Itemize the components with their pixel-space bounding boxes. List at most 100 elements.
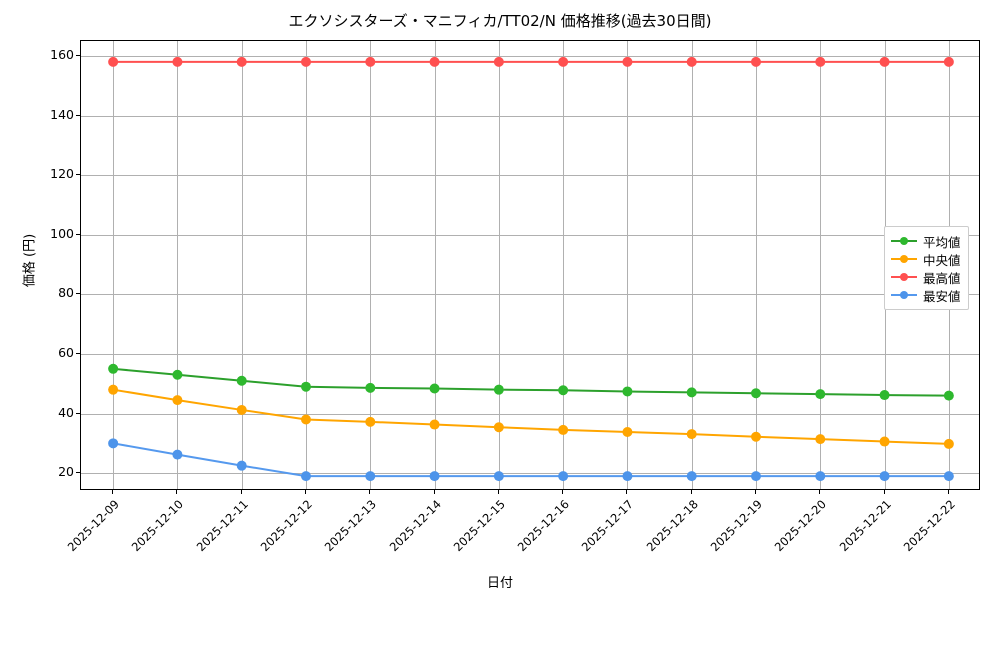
y-tick-label: 20	[58, 464, 74, 480]
data-point-marker	[751, 56, 761, 67]
data-point-marker	[558, 424, 569, 435]
y-tick-mark	[76, 472, 80, 474]
data-point-marker	[301, 56, 311, 67]
chart-figure: エクソシスターズ・マニフィカ/TT02/N 価格推移(過去30日間) 価格 (円…	[23, 12, 980, 591]
x-tick-mark	[176, 490, 178, 494]
data-point-marker	[365, 382, 376, 393]
data-point-marker	[429, 56, 440, 67]
y-tick-mark	[76, 412, 80, 414]
data-point-marker	[493, 471, 504, 482]
data-point-marker	[301, 381, 311, 392]
data-point-marker	[622, 56, 633, 67]
data-point-marker	[108, 56, 119, 67]
data-point-marker	[365, 56, 376, 67]
data-point-marker	[622, 426, 633, 437]
data-point-marker	[558, 385, 569, 396]
data-point-marker	[108, 438, 119, 449]
data-point-marker	[172, 395, 183, 406]
legend-swatch-icon	[891, 235, 917, 247]
gridline-horizontal	[81, 55, 979, 57]
data-point-marker	[815, 389, 826, 400]
data-point-marker	[108, 384, 119, 395]
gridline-horizontal	[81, 413, 979, 415]
series-最安値	[108, 438, 954, 482]
gridline-vertical	[563, 41, 565, 489]
data-point-marker	[622, 471, 633, 482]
gridline-horizontal	[81, 175, 979, 177]
gridline-vertical	[113, 41, 115, 489]
data-point-marker	[301, 414, 311, 425]
series-data-layer	[108, 56, 954, 482]
x-tick-mark	[883, 490, 885, 494]
x-tick-mark	[240, 490, 242, 494]
data-point-marker	[108, 363, 119, 374]
y-tick-mark	[76, 174, 80, 176]
gridline-vertical	[820, 41, 822, 489]
data-point-marker	[815, 434, 826, 445]
gridline-horizontal	[81, 294, 979, 296]
y-tick-label: 140	[50, 106, 74, 122]
data-point-marker	[301, 471, 311, 482]
y-tick-mark	[76, 233, 80, 235]
legend-item[interactable]: 中央値	[891, 250, 961, 268]
data-point-marker	[236, 56, 247, 67]
data-point-marker	[493, 422, 504, 433]
data-point-marker	[236, 404, 247, 415]
gridline-vertical	[241, 41, 243, 489]
gridline-horizontal	[81, 115, 979, 117]
series-中央値	[108, 384, 954, 449]
x-tick-mark	[562, 490, 564, 494]
data-point-marker	[365, 471, 376, 482]
data-point-marker	[751, 471, 761, 482]
data-point-marker	[493, 384, 504, 395]
y-tick-mark	[76, 352, 80, 354]
data-point-marker	[429, 419, 440, 430]
data-point-marker	[622, 386, 633, 397]
data-point-marker	[236, 375, 247, 386]
legend-item[interactable]: 平均値	[891, 232, 961, 250]
data-point-marker	[172, 369, 183, 380]
y-tick-label: 160	[50, 46, 74, 62]
data-point-marker	[493, 56, 504, 67]
gridline-horizontal	[81, 353, 979, 355]
y-tick-mark	[76, 293, 80, 295]
y-tick-mark	[76, 114, 80, 116]
series-line	[112, 388, 950, 445]
data-point-marker	[236, 460, 247, 471]
legend-label: 最高値	[923, 270, 961, 286]
gridline-vertical	[627, 41, 629, 489]
gridline-vertical	[691, 41, 693, 489]
y-tick-label: 40	[58, 404, 74, 420]
data-point-marker	[943, 56, 954, 67]
legend-swatch-icon	[891, 289, 917, 301]
data-point-marker	[365, 416, 376, 427]
data-point-marker	[879, 390, 890, 401]
y-tick-label: 100	[50, 225, 74, 241]
legend-swatch-icon	[891, 253, 917, 265]
data-point-marker	[751, 388, 761, 399]
data-point-marker	[686, 56, 697, 67]
y-tick-label: 60	[58, 344, 74, 360]
data-point-marker	[751, 431, 761, 442]
y-tick-mark	[76, 54, 80, 56]
x-tick-mark	[305, 490, 306, 494]
y-tick-label: 120	[50, 166, 74, 182]
y-tick-label: 80	[58, 285, 74, 301]
legend-label: 平均値	[923, 234, 961, 250]
gridline-vertical	[756, 41, 757, 489]
legend-item[interactable]: 最高値	[891, 268, 961, 286]
x-tick-mark	[433, 490, 435, 494]
legend-label: 最安値	[923, 288, 961, 304]
data-point-marker	[172, 449, 183, 460]
series-平均値	[108, 363, 954, 401]
x-tick-mark	[112, 490, 114, 494]
x-tick-mark	[947, 490, 949, 494]
data-point-marker	[558, 56, 569, 67]
plot-area	[80, 40, 980, 490]
data-point-marker	[815, 471, 826, 482]
x-tick-mark	[755, 490, 756, 494]
legend-item[interactable]: 最安値	[891, 286, 961, 304]
data-point-marker	[686, 471, 697, 482]
data-point-marker	[879, 56, 890, 67]
chart-title: エクソシスターズ・マニフィカ/TT02/N 価格推移(過去30日間)	[288, 12, 712, 30]
